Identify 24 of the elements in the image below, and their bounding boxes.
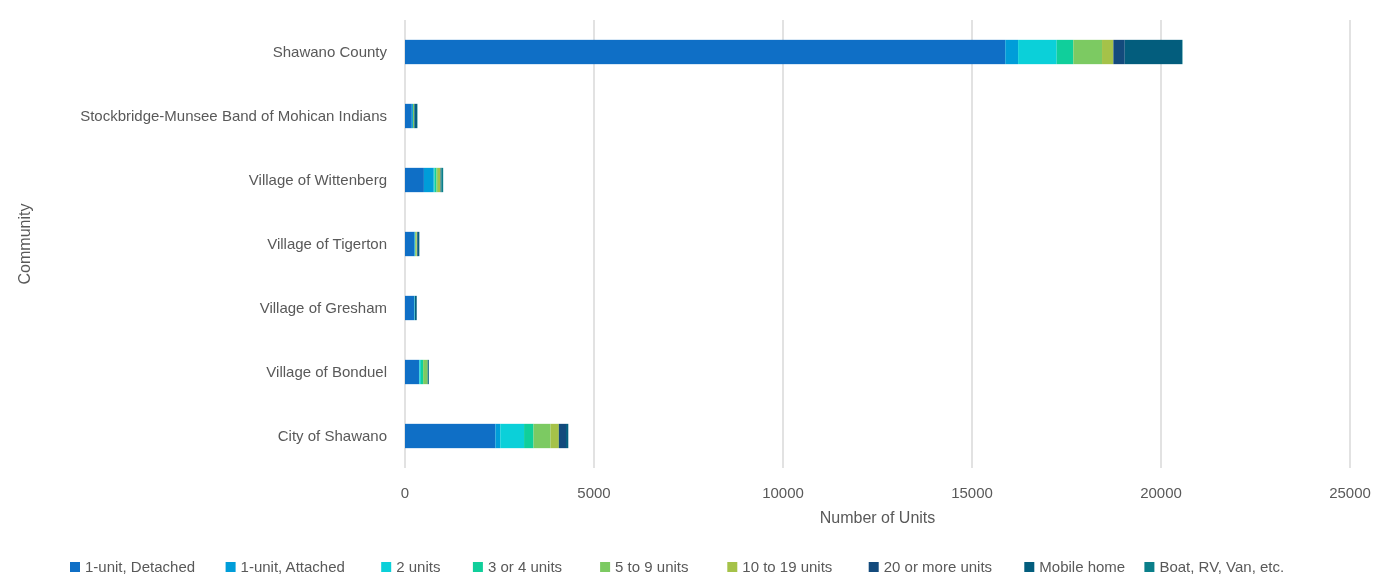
y-tick-label: Stockbridge-Munsee Band of Mohican Indians xyxy=(80,107,387,125)
legend-label: 2 units xyxy=(396,558,441,575)
x-tick-label: 5000 xyxy=(577,484,611,501)
y-tick-label: Village of Tigerton xyxy=(267,235,387,253)
x-tick-label: 15000 xyxy=(951,484,993,501)
y-tick-label: Village of Wittenberg xyxy=(248,171,387,189)
y-axis-title: Community xyxy=(16,203,33,285)
x-tick-label: 25000 xyxy=(1329,484,1371,501)
legend-label: 1-unit, Detached xyxy=(85,558,196,575)
legend-label: 3 or 4 units xyxy=(487,558,563,575)
legend-label: Mobile home xyxy=(1039,558,1126,575)
y-tick-label: Village of Bonduel xyxy=(266,363,387,381)
legend-label: 20 or more units xyxy=(883,558,993,575)
legend-label: 5 to 9 units xyxy=(615,558,689,575)
y-tick-label: Shawano County xyxy=(272,43,388,61)
x-axis-title: Number of Units xyxy=(819,509,936,526)
legend-label: 1-unit, Attached xyxy=(240,558,345,575)
legend-label: 10 to 19 units xyxy=(742,558,833,575)
x-tick-label: 20000 xyxy=(1140,484,1182,501)
legend-label: Boat, RV, Van, etc. xyxy=(1159,558,1285,575)
x-tick-label: 0 xyxy=(400,484,410,501)
y-tick-label: City of Shawano xyxy=(277,427,387,445)
y-tick-label: Village of Gresham xyxy=(259,299,387,317)
x-tick-label: 10000 xyxy=(762,484,804,501)
